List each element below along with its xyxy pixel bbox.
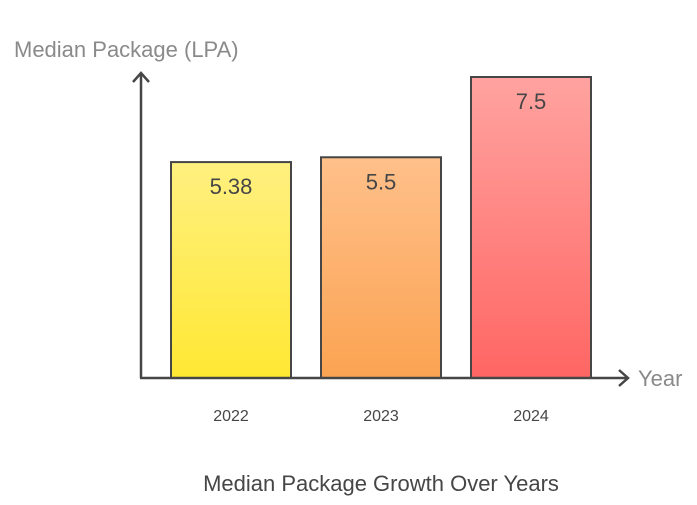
- bar-2023: [320, 156, 442, 379]
- bar-2022: [170, 161, 292, 379]
- data-label-2024: 7.5: [516, 89, 547, 114]
- x-tick-label: 2024: [513, 408, 549, 425]
- x-tick-label: 2023: [363, 408, 399, 425]
- x-axis-arrow-icon: [618, 369, 630, 387]
- data-label-2023: 5.5: [366, 169, 397, 194]
- chart-title: Median Package Growth Over Years: [203, 471, 559, 496]
- bar-2024: [470, 76, 592, 379]
- y-axis-arrow-icon: [132, 71, 150, 83]
- data-label-2022: 5.38: [210, 174, 253, 199]
- x-axis-label: Year: [638, 366, 682, 391]
- x-tick-label: 2022: [213, 408, 249, 425]
- y-axis-label: Median Package (LPA): [14, 37, 239, 62]
